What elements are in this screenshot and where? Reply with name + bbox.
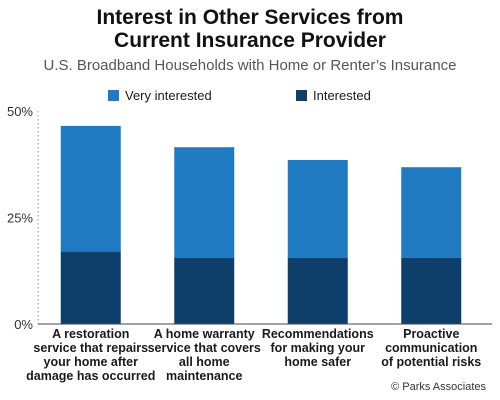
chart-title-line-2: Current Insurance Provider [114,29,386,52]
x-category-label-line: service that repairs [33,341,148,355]
y-tick-label: 0% [14,317,33,332]
legend-item-interested: Interested [296,87,371,103]
x-category-label: Proactive communication of potential risks [381,327,481,369]
x-category-label: Recommendations for making your home safer [262,327,374,369]
y-tick-label: 50% [7,104,33,119]
x-category-label-line: damage has occurred [26,369,155,383]
x-category-label-line: home safer [284,355,351,369]
bar-interested [287,257,348,324]
x-category-label-line: your home after [44,355,139,369]
legend-label-interested: Interested [313,87,371,103]
bar-interested [174,257,235,324]
x-category-label-line: service that covers [148,341,261,355]
bar-very-interested [287,159,348,258]
bar-interested [401,257,462,324]
x-category-label-line: all home [179,355,230,369]
x-category-label-line: A home warranty [154,327,255,341]
x-category-label-line: maintenance [166,369,242,383]
chart-title-line-1: Interest in Other Services from [96,6,404,29]
legend-swatch-very-interested [108,89,119,101]
x-category-label-line: Recommendations [262,327,374,341]
bar-very-interested [174,147,235,258]
legend-label-very-interested: Very interested [125,87,212,103]
x-category-label-line: communication [385,341,477,355]
legend-swatch-interested [296,89,307,101]
x-category-label: A home warranty service that covers all ho… [148,327,261,383]
bar-interested [60,251,121,324]
source-credit: © Parks Associates [391,381,486,393]
x-category-label-line: for making your [271,341,366,355]
bar-very-interested [401,167,462,258]
x-category-label-line: A restoration [52,327,129,341]
y-tick-label: 25% [7,211,33,226]
x-category-label-line: of potential risks [381,355,481,369]
chart-subtitle: U.S. Broadband Households with Home or R… [43,57,457,74]
x-category-label-line: Proactive [403,327,459,341]
x-category-label: A restoration service that repairs your ho… [26,327,155,383]
legend-item-very-interested: Very interested [108,87,212,103]
bar-very-interested [60,125,121,252]
chart-title: Interest in Other Services from Current … [0,6,500,52]
